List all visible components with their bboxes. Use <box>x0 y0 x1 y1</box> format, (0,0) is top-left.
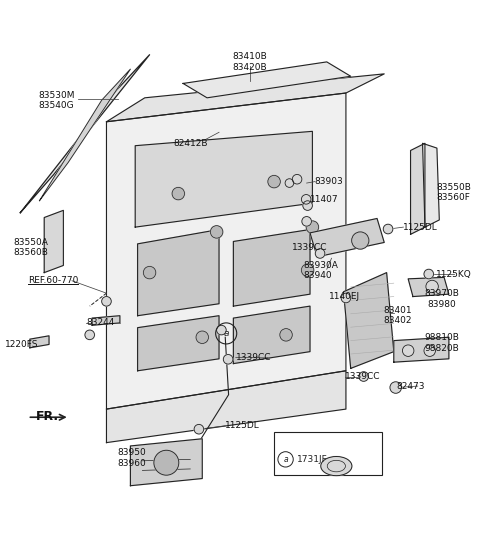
Polygon shape <box>20 54 150 213</box>
Text: 1339CC: 1339CC <box>236 353 271 362</box>
Polygon shape <box>138 316 219 371</box>
Text: 1220FS: 1220FS <box>4 340 38 349</box>
Circle shape <box>424 345 435 356</box>
Text: 83970B
83980: 83970B 83980 <box>424 289 459 309</box>
Circle shape <box>172 188 184 200</box>
Text: 82473: 82473 <box>396 382 425 390</box>
Text: FR.: FR. <box>36 410 59 423</box>
Circle shape <box>85 330 95 340</box>
Circle shape <box>196 331 208 344</box>
Circle shape <box>301 264 314 277</box>
Text: 1339CC: 1339CC <box>292 243 328 252</box>
Circle shape <box>154 450 179 475</box>
Polygon shape <box>135 131 312 227</box>
FancyBboxPatch shape <box>274 432 382 475</box>
Circle shape <box>268 175 280 188</box>
Text: 11407: 11407 <box>310 195 338 204</box>
Polygon shape <box>39 69 131 201</box>
Text: a: a <box>224 329 229 338</box>
Circle shape <box>424 270 433 279</box>
Text: 83410B
83420B: 83410B 83420B <box>233 52 267 72</box>
Polygon shape <box>107 93 346 409</box>
Text: 83903: 83903 <box>315 177 344 186</box>
Text: 1140EJ: 1140EJ <box>329 292 360 301</box>
Polygon shape <box>183 62 351 98</box>
Polygon shape <box>394 337 449 362</box>
Text: 83950
83960: 83950 83960 <box>117 448 146 467</box>
Polygon shape <box>107 371 346 443</box>
Circle shape <box>223 355 233 364</box>
Text: 1125DL: 1125DL <box>225 421 260 430</box>
Circle shape <box>352 232 369 249</box>
Polygon shape <box>410 144 425 234</box>
Circle shape <box>306 221 319 233</box>
Circle shape <box>102 296 111 306</box>
Text: 1731JF: 1731JF <box>297 455 328 464</box>
Polygon shape <box>408 277 449 296</box>
Polygon shape <box>233 306 310 364</box>
Polygon shape <box>233 229 310 306</box>
Circle shape <box>359 372 369 381</box>
Ellipse shape <box>321 456 352 476</box>
Text: 83550B
83560F: 83550B 83560F <box>436 183 471 202</box>
Polygon shape <box>107 74 384 122</box>
Text: 1339CC: 1339CC <box>345 372 381 381</box>
Text: 83530M
83540G: 83530M 83540G <box>38 91 74 110</box>
Circle shape <box>144 266 156 279</box>
Circle shape <box>216 325 226 335</box>
Circle shape <box>280 329 292 341</box>
Text: REF.60-770: REF.60-770 <box>28 276 78 285</box>
Polygon shape <box>344 273 394 368</box>
Circle shape <box>390 382 401 393</box>
Text: 83930A
83940: 83930A 83940 <box>304 261 339 280</box>
Circle shape <box>302 217 312 226</box>
Circle shape <box>426 280 438 293</box>
Circle shape <box>402 345 414 356</box>
Text: 1125DL: 1125DL <box>403 223 438 232</box>
Text: 83550A
83560B: 83550A 83560B <box>13 238 48 257</box>
Text: 1125KQ: 1125KQ <box>436 271 471 279</box>
Text: a: a <box>283 455 288 464</box>
Polygon shape <box>30 336 49 348</box>
Polygon shape <box>138 229 219 316</box>
Circle shape <box>341 293 351 303</box>
Text: 83401
83402: 83401 83402 <box>383 306 412 326</box>
Circle shape <box>383 224 393 234</box>
Text: 82412B: 82412B <box>173 139 207 148</box>
Text: 98810B
98820B: 98810B 98820B <box>424 333 459 353</box>
Polygon shape <box>131 439 202 486</box>
Polygon shape <box>422 144 439 227</box>
Circle shape <box>301 195 311 204</box>
Circle shape <box>285 179 294 188</box>
Polygon shape <box>44 210 63 273</box>
Circle shape <box>210 226 223 238</box>
Circle shape <box>303 201 312 210</box>
Circle shape <box>315 249 325 258</box>
Circle shape <box>292 174 302 184</box>
Circle shape <box>194 425 204 434</box>
Text: 83244: 83244 <box>86 318 115 327</box>
Polygon shape <box>92 316 120 325</box>
Polygon shape <box>310 218 384 257</box>
